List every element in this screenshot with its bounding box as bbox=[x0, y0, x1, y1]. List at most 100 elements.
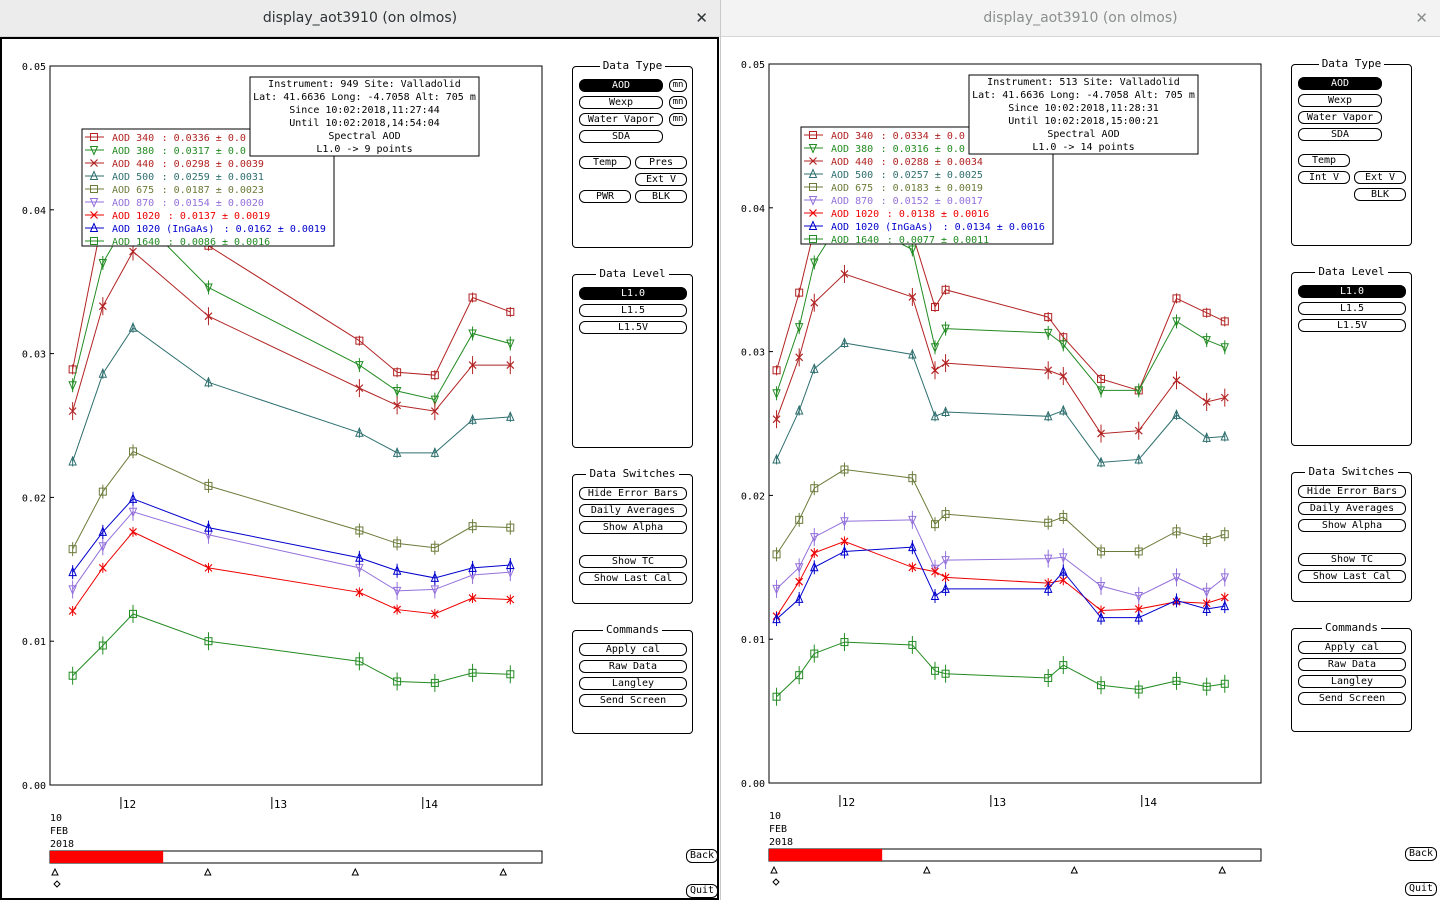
aod-button[interactable]: AOD bbox=[1298, 77, 1382, 90]
data-point bbox=[795, 515, 804, 524]
wexp-button[interactable]: Wexp bbox=[579, 96, 663, 109]
titlebar-right[interactable]: display_aot3910 (on olmos) ✕ bbox=[721, 0, 1440, 37]
data-point bbox=[1220, 343, 1230, 354]
series-aod-500 bbox=[772, 337, 1230, 468]
close-icon[interactable]: ✕ bbox=[695, 9, 708, 27]
temp-button[interactable]: Temp bbox=[1298, 154, 1350, 167]
back-button[interactable]: Back bbox=[686, 849, 718, 863]
show-alpha-button[interactable]: Show Alpha bbox=[579, 521, 687, 534]
panel-data-switches: Data Switches Hide Error Bars Daily Aver… bbox=[1291, 465, 1412, 602]
data-point bbox=[204, 521, 213, 532]
water-vapor-button[interactable]: Water Vapor bbox=[579, 113, 663, 126]
blk-button[interactable]: BLK bbox=[635, 190, 687, 203]
data-point bbox=[204, 312, 213, 321]
hide-error-bars-button[interactable]: Hide Error Bars bbox=[1298, 485, 1406, 498]
y-tick-label: 0.02 bbox=[741, 491, 765, 502]
data-point bbox=[1202, 308, 1211, 317]
int-v-button[interactable]: Int V bbox=[1298, 171, 1350, 184]
data-point bbox=[1202, 432, 1211, 442]
level-l10-button[interactable]: L1.0 bbox=[579, 287, 687, 300]
legend-value: : 0.0183 ± 0.0019 bbox=[881, 183, 983, 194]
progress-fill bbox=[769, 849, 883, 861]
data-point bbox=[98, 487, 107, 496]
data-point bbox=[98, 641, 107, 650]
data-point bbox=[1097, 374, 1106, 383]
sda-button[interactable]: SDA bbox=[1298, 128, 1382, 141]
data-point bbox=[355, 361, 364, 371]
series-aod-380 bbox=[772, 207, 1230, 401]
data-point bbox=[98, 367, 108, 378]
level-l15v-button[interactable]: L1.5V bbox=[579, 321, 687, 334]
legend-label: AOD 340 bbox=[112, 133, 154, 144]
data-point bbox=[908, 640, 917, 649]
legend-value: : 0.0187 ± 0.0023 bbox=[162, 185, 264, 196]
legend-marker bbox=[89, 146, 99, 156]
data-point bbox=[1059, 576, 1068, 585]
legend-marker bbox=[809, 157, 817, 165]
send-screen-button[interactable]: Send Screen bbox=[579, 694, 687, 707]
back-button[interactable]: Back bbox=[1405, 847, 1437, 861]
titlebar-left[interactable]: display_aot3910 (on olmos) ✕ bbox=[0, 0, 720, 37]
level-l10-button[interactable]: L1.0 bbox=[1298, 285, 1406, 298]
legend-marker bbox=[89, 170, 99, 180]
pwr-button[interactable]: PWR bbox=[579, 190, 631, 203]
legend-marker bbox=[89, 222, 99, 232]
apply-cal-button[interactable]: Apply cal bbox=[579, 643, 687, 656]
data-point bbox=[430, 395, 440, 406]
wexp-button[interactable]: Wexp bbox=[1298, 94, 1382, 107]
legend-value: : 0.0257 ± 0.0025 bbox=[881, 170, 983, 181]
water-vapor-button[interactable]: Water Vapor bbox=[1298, 111, 1382, 124]
legend-label: AOD 500 bbox=[112, 172, 154, 183]
data-point bbox=[908, 245, 917, 256]
apply-cal-button[interactable]: Apply cal bbox=[1298, 641, 1406, 654]
hide-error-bars-button[interactable]: Hide Error Bars bbox=[579, 487, 687, 500]
data-point bbox=[908, 563, 917, 572]
data-point bbox=[1043, 410, 1053, 421]
pres-button[interactable]: Pres bbox=[635, 156, 687, 169]
window-divider bbox=[719, 0, 721, 900]
daily-averages-button[interactable]: Daily Averages bbox=[579, 504, 687, 517]
wexp-mn-button[interactable]: mn bbox=[669, 96, 687, 109]
ext-v-button[interactable]: Ext V bbox=[1354, 171, 1406, 184]
sda-button[interactable]: SDA bbox=[579, 130, 663, 143]
level-l15-button[interactable]: L1.5 bbox=[579, 304, 687, 317]
langley-button[interactable]: Langley bbox=[579, 677, 687, 690]
show-tc-button[interactable]: Show TC bbox=[579, 555, 687, 568]
send-screen-button[interactable]: Send Screen bbox=[1298, 692, 1406, 705]
level-l15-button[interactable]: L1.5 bbox=[1298, 302, 1406, 315]
data-point bbox=[810, 298, 819, 307]
date-label: 10 bbox=[50, 813, 62, 824]
show-alpha-button[interactable]: Show Alpha bbox=[1298, 519, 1406, 532]
blk-button[interactable]: BLK bbox=[1354, 188, 1406, 201]
quit-button[interactable]: Quit bbox=[1405, 882, 1437, 896]
langley-button[interactable]: Langley bbox=[1298, 675, 1406, 688]
y-tick-label: 0.05 bbox=[22, 62, 46, 73]
date-label: FEB bbox=[50, 826, 68, 837]
aod-mn-button[interactable]: mn bbox=[669, 79, 687, 92]
legend-label: AOD 1640 bbox=[112, 237, 160, 248]
data-point bbox=[930, 590, 940, 601]
water-vapor-mn-button[interactable]: mn bbox=[669, 113, 687, 126]
show-last-cal-button[interactable]: Show Last Cal bbox=[579, 572, 687, 585]
data-point bbox=[1134, 605, 1143, 613]
quit-button[interactable]: Quit bbox=[686, 884, 718, 898]
app-frame-right: 0.00 0.01 0.02 0.03 0.04 0.05 12 13 14 10 FEB 2018 A… bbox=[721, 37, 1440, 900]
aod-button[interactable]: AOD bbox=[579, 79, 663, 92]
data-point bbox=[355, 426, 364, 437]
close-icon[interactable]: ✕ bbox=[1415, 9, 1428, 27]
show-last-cal-button[interactable]: Show Last Cal bbox=[1298, 570, 1406, 583]
raw-data-button[interactable]: Raw Data bbox=[579, 660, 687, 673]
ext-v-button[interactable]: Ext V bbox=[635, 173, 687, 186]
level-l15v-button[interactable]: L1.5V bbox=[1298, 319, 1406, 332]
data-point bbox=[1096, 456, 1106, 467]
show-tc-button[interactable]: Show TC bbox=[1298, 553, 1406, 566]
daily-averages-button[interactable]: Daily Averages bbox=[1298, 502, 1406, 515]
data-point bbox=[941, 285, 950, 294]
window-title: display_aot3910 (on olmos) bbox=[262, 10, 458, 26]
legend-label: AOD 340 bbox=[831, 131, 873, 142]
raw-data-button[interactable]: Raw Data bbox=[1298, 658, 1406, 671]
data-point bbox=[941, 573, 950, 582]
temp-button[interactable]: Temp bbox=[579, 156, 631, 169]
scroll-marker bbox=[51, 867, 59, 876]
legend-value: : 0.0137 ± 0.0019 bbox=[168, 211, 270, 222]
